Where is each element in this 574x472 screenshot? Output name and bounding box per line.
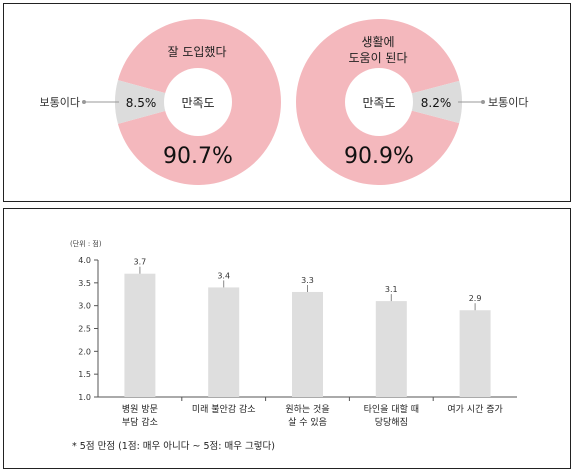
pie-slice-neutral	[114, 80, 198, 124]
pie-slice-label: 잘 도입했다	[167, 45, 226, 59]
pie-slice-value: 8.2%	[421, 96, 452, 110]
pie-slice-label: 생활에	[361, 35, 394, 49]
x-tick-label: 타인을 대할 때	[364, 404, 419, 415]
x-tick-label: 원하는 것을	[285, 404, 329, 415]
footnote: * 5점 만점 (1점: 매우 아니다 ~ 5점: 매우 그렇다)	[72, 440, 275, 452]
data-label: 3.7	[134, 258, 147, 267]
x-tick-label: 당당해짐	[375, 417, 408, 428]
bar	[459, 310, 491, 397]
data-label: 3.3	[301, 276, 314, 285]
pie-center-hole	[164, 68, 232, 136]
x-tick-label: 미래 불안감 감소	[192, 403, 256, 415]
y-tick-label: 3.0	[78, 302, 91, 311]
x-tick-label: 살 수 있음	[288, 416, 327, 428]
bar	[208, 287, 240, 397]
y-tick-label: 1.5	[78, 370, 91, 379]
pie-center-hole	[345, 68, 413, 136]
x-tick-label: 부담 감소	[122, 416, 158, 428]
bar	[124, 273, 156, 397]
unit-label: (단위 : 점)	[70, 239, 102, 248]
bar-chart: (단위 : 점) 1.0 1.5 2.0 2.5 3.0 3.5 4.0 3.7 병원 방문부담 …	[70, 239, 517, 452]
bar	[375, 301, 407, 397]
pie-slice-label: 보통이다	[40, 96, 80, 109]
callout-dot	[481, 100, 485, 104]
y-tick-label: 4.0	[78, 256, 91, 265]
pie-slice-value: 90.9%	[344, 144, 414, 169]
pie-slice-value: 8.5%	[126, 96, 157, 110]
bar-chart-panel: (단위 : 점) 1.0 1.5 2.0 2.5 3.0 3.5 4.0 3.7 병원 방문 부담 …	[3, 208, 571, 469]
y-tick-label: 2.0	[78, 347, 91, 356]
x-tick-label: 여가 시간 증가	[447, 403, 502, 415]
pie-slice-neutral	[379, 80, 462, 124]
pie-slice-label: 보통이다	[488, 96, 528, 109]
pie-center-label: 만족도	[362, 96, 395, 110]
pie-slice-label: 도움이 된다	[348, 51, 407, 65]
pie-slice-value: 90.7%	[163, 144, 233, 169]
x-tick-label: 병원 방문	[122, 404, 158, 415]
data-label: 3.1	[385, 285, 398, 294]
callout-dot	[82, 100, 86, 104]
y-tick-label: 2.5	[78, 325, 91, 334]
data-label: 3.4	[217, 271, 230, 280]
bar	[292, 291, 323, 397]
y-tick-label: 3.5	[78, 279, 91, 288]
pie-center-label: 만족도	[181, 96, 214, 110]
data-label: 2.9	[469, 294, 482, 303]
y-tick-label: 1.0	[78, 393, 91, 402]
